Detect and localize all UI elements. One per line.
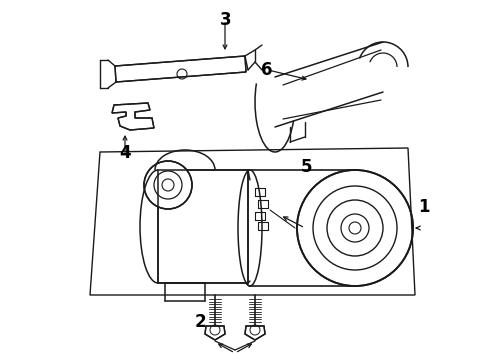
Circle shape	[144, 161, 192, 209]
Text: 5: 5	[300, 158, 312, 176]
Polygon shape	[115, 56, 246, 82]
Polygon shape	[205, 326, 225, 340]
Text: 6: 6	[261, 61, 273, 79]
Polygon shape	[245, 326, 265, 340]
Text: 2: 2	[195, 313, 207, 331]
Polygon shape	[112, 103, 154, 130]
Text: 4: 4	[119, 144, 131, 162]
Text: 1: 1	[418, 198, 430, 216]
Text: 3: 3	[220, 11, 231, 29]
Ellipse shape	[238, 170, 262, 286]
Circle shape	[297, 170, 413, 286]
Polygon shape	[158, 170, 248, 283]
